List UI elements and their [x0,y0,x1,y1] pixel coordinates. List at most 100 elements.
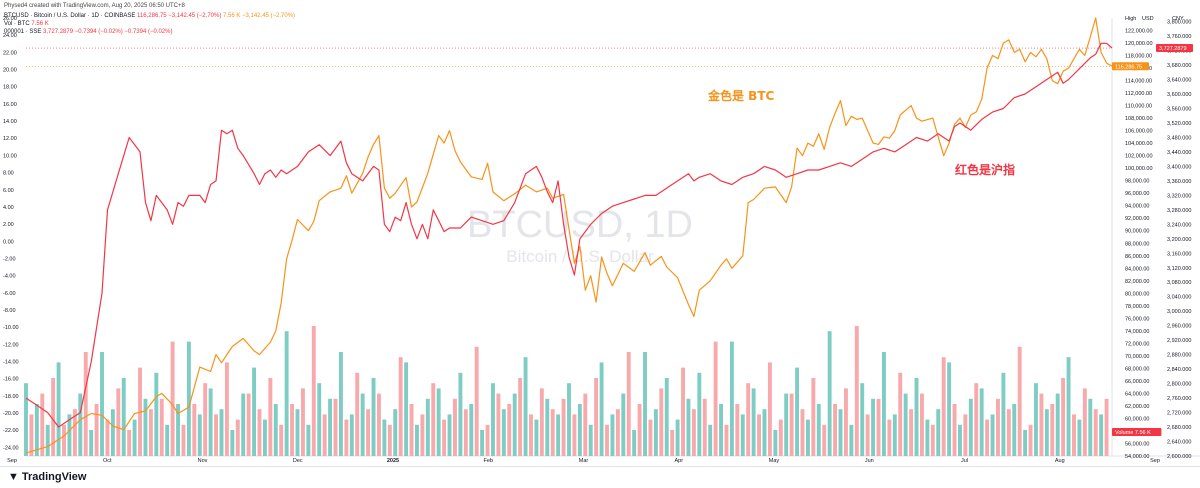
volume-bar [854,326,859,456]
volume-bar [556,414,561,456]
legend-sse[interactable]: 000001 · SSE 3,727.2879 −0.7394 (−0.02%)… [4,29,172,36]
cny-tick-label: 3,400.000 [1167,164,1191,170]
volume-bar [45,424,50,456]
volume-bar [974,383,979,456]
legend-sse-values: 3,727.2879 −0.7394 (−0.02%) −0.7394 (−0.… [43,29,173,35]
volume-bar [805,419,810,456]
cny-tick-label: 3,200.000 [1167,237,1191,243]
volume-bar [376,393,381,456]
volume-bar [512,393,517,456]
volume-bar [795,367,800,456]
cny-axis: 3,800.0003,760.0003,720.0003,680.0003,64… [1167,20,1191,460]
usd-tick-label: 120,000.00 [1125,41,1153,47]
volume-bar [881,352,886,456]
volume-bar [892,414,897,456]
volume-bar [778,419,783,456]
volume-bar [105,419,110,456]
volume-bar [290,404,295,456]
left-tick-label: 0.00 [3,239,14,245]
volume-bar [208,388,213,456]
volume-bar [203,383,208,456]
volume-bar [442,419,447,456]
volume-bar [1023,430,1028,456]
volume-bar [387,424,392,456]
volume-bar [436,388,441,456]
volume-bar [165,424,170,456]
usd-tick-label: 86,000.00 [1125,254,1149,260]
usd-tick-label: 78,000.00 [1125,304,1149,310]
legend-volume[interactable]: Vol · BTC 7.56 K [4,21,49,28]
volume-bar [1072,414,1076,456]
volume-bar [474,346,479,456]
left-tick-label: -20.00 [3,411,19,417]
volume-bar [762,409,767,456]
volume-bar [800,409,805,456]
volume-bar [1061,378,1066,456]
volume-bar [355,372,360,456]
volume-bar [491,383,495,456]
cny-tick-label: 3,280.000 [1167,208,1191,214]
volume-bar [83,352,88,456]
volume-bar [262,419,267,456]
volume-bar [952,404,957,456]
sse-price-tag: 3,727.2879 [1159,46,1187,52]
volume-bar [78,393,83,456]
axis-header-usd: USD [1142,16,1154,22]
annotation-btc: 金色是 BTC [707,88,775,103]
volume-bar [273,404,278,456]
time-tick-label: Oct [103,458,112,464]
volume-bar [545,398,550,456]
volume-bar [968,398,973,456]
left-tick-label: -2.00 [3,256,16,262]
volume-bar [713,341,718,456]
left-tick-label: -12.00 [3,342,19,348]
usd-tick-label: 98,000.00 [1125,179,1149,185]
usd-tick-label: 72,000.00 [1125,341,1149,347]
volume-bar [501,409,506,456]
time-tick-label: Dec [293,458,303,464]
volume-bar [458,372,463,456]
cny-tick-label: 3,040.000 [1167,295,1191,301]
usd-tick-label: 82,000.00 [1125,279,1149,285]
volume-bar [100,352,104,456]
time-tick-label: Nov [198,458,208,464]
cny-tick-label: 3,760.000 [1167,34,1191,40]
tradingview-logo[interactable]: ▼ TradingView [8,471,86,483]
volume-bar [322,414,327,456]
volume-bar [903,393,908,456]
legend-btc-label: BTCUSD · Bitcoin / U.S. Dollar · 1D · CO… [4,13,136,19]
volume-bar [94,404,99,456]
volume-bar [246,393,251,456]
volume-bar [838,409,843,456]
cny-tick-label: 2,920.000 [1167,338,1191,344]
legend-btc[interactable]: BTCUSD · Bitcoin / U.S. Dollar · 1D · CO… [4,13,295,20]
usd-axis: 122,000.00120,000.00118,000.00116,000.00… [1125,29,1153,460]
volume-bar [599,362,604,456]
left-tick-label: 16.00 [3,102,17,108]
volume-bar [252,367,257,456]
time-tick-label: 2025 [387,458,399,464]
usd-tick-label: 118,000.00 [1125,54,1152,60]
volume-bar [876,398,881,456]
usd-tick-label: 80,000.00 [1125,291,1149,297]
watermark-name: Bitcoin / U.S. Dollar [506,247,654,266]
sse-series-line [25,42,1113,428]
left-tick-label: 4.00 [3,205,14,211]
volume-bar [415,424,419,456]
volume-bar [338,352,343,456]
volume-bar [936,409,941,456]
volume-bar [898,372,903,456]
volume-bar [702,398,707,456]
left-tick-label: 12.00 [3,136,17,142]
volume-bar [686,398,691,456]
cny-tick-label: 3,000.000 [1167,309,1191,315]
usd-tick-label: 70,000.00 [1125,354,1149,360]
volume-bar [1001,372,1006,456]
cny-tick-label: 3,120.000 [1167,266,1191,272]
volume-bar [1039,393,1044,456]
volume-bar [1066,357,1071,456]
usd-tick-label: 92,000.00 [1125,216,1149,222]
volume-bar [116,388,121,456]
volume-bar [708,424,713,456]
